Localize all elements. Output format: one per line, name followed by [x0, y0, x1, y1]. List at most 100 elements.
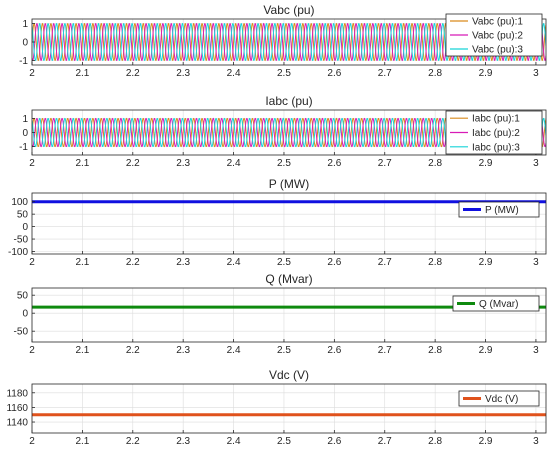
x-tick-label: 2.1 [75, 345, 89, 356]
x-tick-label: 2.2 [126, 257, 140, 268]
legend: Q (Mvar) [452, 295, 540, 312]
x-tick-label: 3 [533, 345, 539, 356]
y-tick-label: -50 [14, 235, 29, 246]
y-tick-label: 0 [22, 309, 28, 320]
y-tick-label: 100 [11, 197, 28, 208]
legend-label-1: P (MW) [485, 205, 519, 216]
x-tick-label: 2.2 [126, 158, 140, 169]
x-tick-label: 2.6 [327, 436, 341, 447]
x-tick-label: 2.8 [428, 158, 442, 169]
y-tick-label: 0 [22, 128, 28, 139]
x-tick-label: 2.9 [479, 158, 493, 169]
chart-panel-4: Q (Mvar) 2 2.1 2.2 2.3 2.4 2.5 2.6 2.7 2.8 2.9 3 -50… [14, 272, 547, 356]
x-tick-label: 2.1 [75, 158, 89, 169]
x-tick-label: 2.5 [277, 257, 291, 268]
x-tick-label: 2.7 [378, 257, 392, 268]
legend-label-2: Iabc (pu):2 [472, 128, 520, 139]
x-tick-label: 2.6 [327, 68, 341, 79]
y-tick-label: 1 [22, 19, 28, 30]
y-tick-label: 1140 [6, 418, 28, 429]
legend-label-1: Vdc (V) [485, 394, 518, 405]
x-tick-label: 2.8 [428, 257, 442, 268]
legend-box [458, 201, 540, 218]
x-tick-label: 2.7 [378, 436, 392, 447]
y-tick-label: 1160 [6, 403, 28, 414]
x-tick-label: 2.1 [75, 436, 89, 447]
x-tick-label: 2.9 [479, 345, 493, 356]
x-tick-label: 2 [29, 345, 35, 356]
x-tick-label: 2 [29, 68, 35, 79]
y-tick-label: -50 [14, 327, 29, 338]
series-line-2 [32, 22, 546, 62]
x-tick-label: 2.6 [327, 345, 341, 356]
x-tick-label: 2.4 [227, 436, 241, 447]
x-tick-label: 3 [533, 436, 539, 447]
y-tick-label: 1180 [6, 388, 28, 399]
x-tick-label: 2.7 [378, 345, 392, 356]
legend: P (MW) [458, 201, 540, 218]
x-tick-label: 2.1 [75, 68, 89, 79]
legend-label-1: Q (Mvar) [479, 299, 518, 310]
x-tick-label: 2.3 [176, 345, 190, 356]
y-tick-label: 50 [17, 210, 29, 221]
x-tick-label: 2.2 [126, 68, 140, 79]
y-tick-label: -100 [8, 247, 28, 258]
x-tick-label: 2.8 [428, 68, 442, 79]
x-tick-label: 3 [533, 68, 539, 79]
chart-title: P (MW) [269, 177, 309, 191]
x-tick-label: 2.5 [277, 68, 291, 79]
x-tick-label: 2.8 [428, 436, 442, 447]
x-tick-label: 2.9 [479, 257, 493, 268]
legend-label-1: Iabc (pu):1 [472, 114, 520, 125]
x-tick-label: 2.2 [126, 345, 140, 356]
x-tick-label: 2.4 [227, 345, 241, 356]
chart-title: Iabc (pu) [265, 94, 312, 108]
y-tick-label: 50 [17, 291, 29, 302]
legend-box [452, 295, 540, 312]
x-tick-label: 2.2 [126, 436, 140, 447]
axes-box [31, 192, 547, 255]
chart-panel-2: Iabc (pu) 2 2.1 2.2 2.3 2.4 2.5 2.6 2.7 2.8 2.9 3 -1… [19, 94, 547, 169]
legend-label-2: Vabc (pu):2 [472, 31, 523, 42]
x-tick-label: 2.8 [428, 345, 442, 356]
chart-panel-3: P (MW) 2 2.1 2.2 2.3 2.4 2.5 2.6 2.7 2.8 2.9 3 -100-… [8, 177, 547, 268]
x-tick-label: 2.3 [176, 436, 190, 447]
x-tick-label: 2.9 [479, 68, 493, 79]
legend-label-1: Vabc (pu):1 [472, 17, 523, 28]
chart-panel-5: Vdc (V) 2 2.1 2.2 2.3 2.4 2.5 2.6 2.7 2.8 2.9 3 1140… [6, 368, 547, 447]
x-tick-label: 2.6 [327, 257, 341, 268]
legend: Iabc (pu):1 Iabc (pu):2 Iabc (pu):3 [445, 110, 543, 155]
axes-box [31, 287, 547, 343]
x-tick-label: 2.7 [378, 68, 392, 79]
legend: Vabc (pu):1 Vabc (pu):2 Vabc (pu):3 [445, 13, 543, 57]
x-tick-label: 2.9 [479, 436, 493, 447]
x-tick-label: 2.5 [277, 345, 291, 356]
y-tick-label: -1 [19, 142, 28, 153]
y-tick-label: 1 [22, 114, 28, 125]
x-tick-label: 2.3 [176, 257, 190, 268]
y-tick-label: 0 [22, 222, 28, 233]
x-tick-label: 2.6 [327, 158, 341, 169]
legend: Vdc (V) [458, 390, 540, 407]
x-tick-label: 2.1 [75, 257, 89, 268]
x-tick-label: 2.5 [277, 436, 291, 447]
chart-title: Vdc (V) [269, 368, 309, 382]
x-tick-label: 2 [29, 257, 35, 268]
legend-label-3: Iabc (pu):3 [472, 142, 520, 153]
x-tick-label: 2.5 [277, 158, 291, 169]
x-tick-label: 3 [533, 158, 539, 169]
x-tick-label: 3 [533, 257, 539, 268]
x-tick-label: 2.4 [227, 257, 241, 268]
x-tick-label: 2 [29, 436, 35, 447]
x-tick-label: 2.4 [227, 158, 241, 169]
chart-panel-1: Vabc (pu) 2 2.1 2.2 2.3 2.4 2.5 2.6 2.7 2.8 2.9 3 -1… [19, 3, 547, 79]
axes-box [31, 383, 547, 434]
y-tick-label: -1 [19, 56, 28, 67]
legend-box [458, 390, 540, 407]
legend-label-3: Vabc (pu):3 [472, 45, 523, 56]
chart-title: Q (Mvar) [265, 272, 312, 286]
x-tick-label: 2.4 [227, 68, 241, 79]
x-tick-label: 2.3 [176, 158, 190, 169]
x-tick-label: 2.3 [176, 68, 190, 79]
